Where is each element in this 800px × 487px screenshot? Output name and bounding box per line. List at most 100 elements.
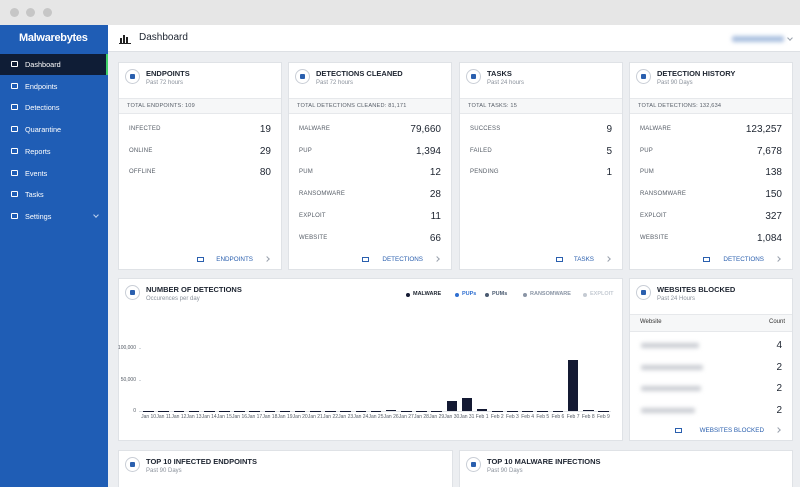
menu-label: Dashboard [25,60,61,69]
legend-swatch [523,293,527,297]
menu-label: Events [25,168,48,178]
stat-card: ENDPOINTS Past 72 hours TOTAL ENDPOINTS: 1… [118,62,282,270]
bar [567,359,579,411]
row-value: 1,084 [756,232,782,244]
menu-item[interactable]: Tasks [0,184,108,205]
x-tick-label: Jan 29 [429,414,445,420]
card-total: TOTAL TASKS: 15 [468,103,518,109]
row-label: PUM [299,169,313,176]
header: Dashboard [108,25,800,52]
menu-item[interactable]: Events [0,163,108,184]
x-tick-label: Jan 22 [323,414,339,420]
row-label: MALWARE [299,126,331,132]
menu-item[interactable]: Detections [0,97,108,118]
menu-icon [11,147,18,154]
legend-swatch [583,293,587,297]
x-tick-label: Feb 7 [566,414,580,420]
card-subtitle: Past 90 Days [657,80,693,86]
total-band [289,98,451,114]
y-tick [139,411,141,412]
bar [582,410,594,411]
window-button[interactable] [10,8,19,17]
menu-item[interactable]: Dashboard [0,54,108,75]
menu-label: Settings [25,211,52,221]
menu-item[interactable]: Reports [0,141,108,162]
table-header [630,314,792,332]
card-link[interactable]: TASKS [573,256,594,263]
card-icon [466,457,481,472]
card-title: TOP 10 MALWARE INFECTIONS [487,457,601,466]
link-icon [362,257,369,262]
bar [476,409,488,411]
logo: Malwarebytes [19,32,88,44]
user-menu[interactable] [732,36,784,42]
sidebar: Malwarebytes Dashboard Endpoints Detection… [0,25,108,487]
website-blurred [641,408,695,414]
menu-icon [11,191,18,198]
menu-label: Tasks [25,190,44,200]
menu-item[interactable]: Settings [0,206,108,227]
x-tick-label: Jan 28 [413,414,429,420]
x-tick-label: Jan 30 [444,414,460,420]
legend-swatch [455,293,459,297]
x-tick-label: Feb 9 [597,414,610,420]
total-band [460,98,622,114]
column-header: Count [768,319,785,325]
x-tick-label: Jan 31 [459,414,475,420]
row-label: RANSOMWARE [299,191,346,198]
card-icon [466,69,481,84]
x-tick-label: Jan 23 [338,414,354,420]
row-value: 1,394 [415,145,441,157]
row-label: PENDING [470,169,499,176]
row-value: 80 [259,167,271,179]
website-count: 2 [776,361,782,373]
row-value: 79,660 [410,124,441,135]
card-link[interactable]: DETECTIONS [382,256,423,263]
x-tick-label: Jan 21 [307,414,323,420]
row-value: 5 [606,145,612,157]
menu-item[interactable]: Endpoints [0,76,108,97]
card-total: TOTAL ENDPOINTS: 109 [127,103,195,109]
link-chevron [264,256,270,262]
x-tick-label: Jan 20 [292,414,308,420]
y-tick-label: 100,000 [117,345,136,351]
x-tick-label: Feb 1 [475,414,489,420]
legend-label: EXPLOIT [590,291,614,297]
row-label: ONLINE [129,147,153,154]
row-value: 29 [259,145,271,157]
row-value: 11 [430,210,441,222]
row-label: WEBSITE [640,234,669,241]
card-subtitle: Past 24 hours [487,80,525,86]
row-label: INFECTED [129,126,161,132]
window-button[interactable] [43,8,52,17]
card-link[interactable]: ENDPOINTS [216,256,253,263]
website-blurred [641,343,699,348]
menu-icon [11,212,18,219]
x-tick-label: Jan 24 [353,414,369,420]
menu-icon [11,126,18,133]
website-count: 2 [776,383,782,395]
menu-chevron [93,212,99,218]
window-button[interactable] [26,8,35,17]
menu-icon [11,61,18,67]
row-label: WEBSITE [299,234,328,241]
bar [461,398,473,411]
card-link[interactable]: WEBSITES BLOCKED [699,427,764,434]
header-title: Dashboard [139,32,188,43]
website-blurred [641,364,703,370]
row-label: FAILED [470,147,492,154]
row-label: PUP [640,147,653,154]
x-tick-label: Feb 3 [506,414,519,420]
menu-item[interactable]: Quarantine [0,119,108,140]
x-tick-label: Feb 2 [490,414,504,420]
card-subtitle: Past 90 Days [487,468,523,474]
row-value: 1 [606,167,612,179]
user-chevron [787,35,793,41]
card-title: NUMBER OF DETECTIONS [146,285,242,294]
x-tick-label: Jan 16 [232,414,248,420]
row-value: 123,257 [745,124,782,135]
card-title: ENDPOINTS [146,69,190,78]
x-tick-label: Jan 10 [141,414,157,420]
card-link[interactable]: DETECTIONS [723,256,764,263]
x-tick-label: Jan 19 [277,414,293,420]
